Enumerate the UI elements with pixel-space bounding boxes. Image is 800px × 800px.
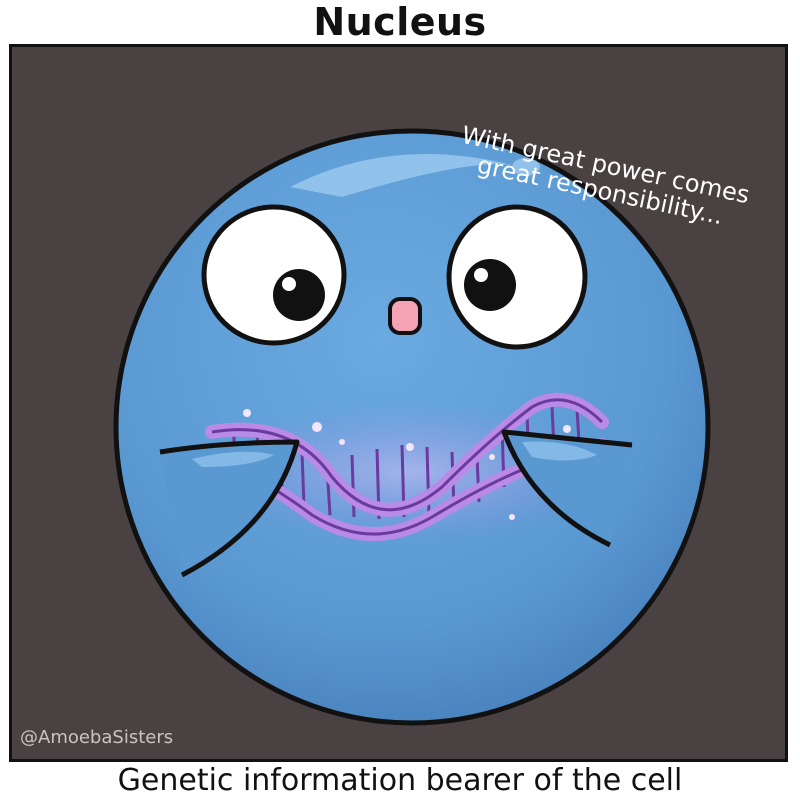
right-eye <box>446 204 588 350</box>
nucleus-illustration <box>113 128 711 726</box>
comic-title: Nucleus <box>313 0 487 44</box>
left-hand-highlight <box>192 451 274 467</box>
body-highlight <box>290 154 512 197</box>
left-eye <box>201 204 347 346</box>
right-hand <box>501 429 633 548</box>
comic-panel: With great power comes great responsibil… <box>9 44 788 762</box>
nose <box>388 297 422 335</box>
right-hand-highlight <box>522 441 597 461</box>
comic-caption: Genetic information bearer of the cell <box>117 763 683 798</box>
body-highlight-small <box>512 158 540 176</box>
watermark: @AmoebaSisters <box>20 727 174 748</box>
left-hand <box>159 439 300 578</box>
